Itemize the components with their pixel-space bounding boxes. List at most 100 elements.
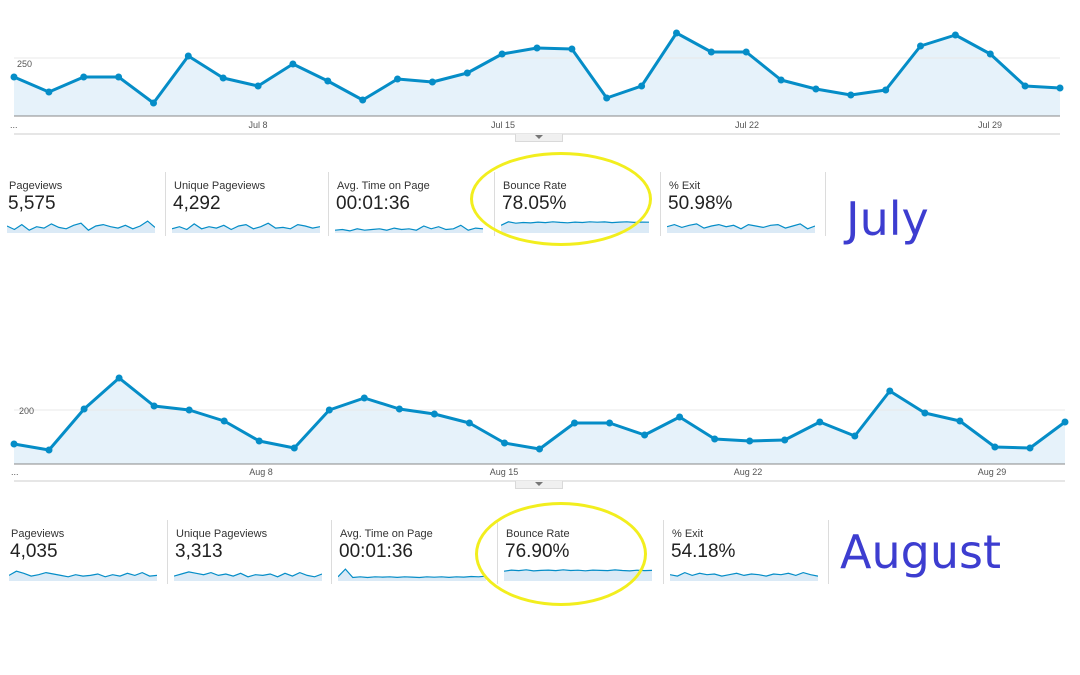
sparkline-area bbox=[667, 223, 815, 233]
data-point[interactable] bbox=[851, 432, 859, 440]
data-point[interactable] bbox=[184, 52, 192, 60]
trend-area bbox=[14, 33, 1060, 116]
data-point[interactable] bbox=[533, 44, 541, 52]
data-point[interactable] bbox=[886, 387, 894, 395]
data-point[interactable] bbox=[1026, 444, 1034, 452]
x-tick-label: Aug 15 bbox=[490, 467, 519, 477]
data-point[interactable] bbox=[498, 50, 506, 58]
data-point[interactable] bbox=[428, 78, 436, 86]
data-point[interactable] bbox=[185, 406, 193, 414]
chart-resize-handle[interactable] bbox=[515, 134, 563, 142]
metric-value: 00:01:36 bbox=[336, 193, 410, 214]
sparkline-area bbox=[338, 569, 486, 581]
data-point[interactable] bbox=[571, 419, 578, 427]
data-point[interactable] bbox=[812, 85, 820, 93]
sparkline bbox=[335, 224, 483, 233]
x-tick-label: Jul 29 bbox=[978, 120, 1002, 130]
data-point[interactable] bbox=[781, 436, 789, 444]
data-point[interactable] bbox=[1061, 418, 1069, 426]
highlight-circle bbox=[470, 152, 652, 246]
data-point[interactable] bbox=[290, 444, 298, 452]
metric-label: Unique Pageviews bbox=[176, 528, 268, 540]
data-point[interactable] bbox=[536, 445, 543, 453]
metric-avg-time-on-page[interactable]: Avg. Time on Page 00:01:36 bbox=[328, 172, 494, 242]
metric-value: 5,575 bbox=[8, 193, 56, 214]
x-tick-label: Aug 29 bbox=[978, 467, 1007, 477]
metric-value: 3,313 bbox=[175, 541, 223, 562]
metric-avg-time-on-page[interactable]: Avg. Time on Page 00:01:36 bbox=[331, 520, 497, 590]
data-point[interactable] bbox=[45, 88, 53, 96]
data-point[interactable] bbox=[1021, 82, 1029, 90]
data-point[interactable] bbox=[45, 446, 53, 454]
metric-divider bbox=[828, 520, 829, 584]
data-point[interactable] bbox=[568, 45, 576, 53]
data-point[interactable] bbox=[673, 29, 680, 37]
data-point[interactable] bbox=[395, 405, 403, 413]
metric-unique-pageviews[interactable]: Unique Pageviews 4,292 bbox=[165, 172, 328, 242]
august-overview-chart: 200 ... Aug 8 Aug 15 Aug 22 Aug 29 bbox=[0, 350, 1080, 482]
data-point[interactable] bbox=[255, 437, 263, 445]
x-tick-label: ... bbox=[11, 467, 19, 477]
data-point[interactable] bbox=[80, 73, 88, 81]
data-point[interactable] bbox=[325, 406, 333, 414]
data-point[interactable] bbox=[711, 435, 719, 443]
chart-resize-handle[interactable] bbox=[515, 481, 563, 489]
metric-exit[interactable]: % Exit 50.98% bbox=[660, 172, 826, 242]
data-point[interactable] bbox=[603, 94, 611, 102]
x-tick-label: Jul 22 bbox=[735, 120, 759, 130]
sparkline-area bbox=[174, 571, 322, 581]
data-point[interactable] bbox=[882, 86, 890, 94]
data-point[interactable] bbox=[951, 31, 959, 39]
data-point[interactable] bbox=[742, 48, 750, 56]
data-point[interactable] bbox=[10, 73, 18, 81]
data-point[interactable] bbox=[465, 419, 473, 427]
data-point[interactable] bbox=[10, 440, 18, 448]
data-point[interactable] bbox=[463, 69, 471, 77]
highlight-circle bbox=[475, 502, 647, 606]
trend-area bbox=[14, 378, 1065, 464]
data-point[interactable] bbox=[394, 75, 401, 83]
data-point[interactable] bbox=[115, 374, 123, 382]
data-point[interactable] bbox=[150, 99, 157, 107]
data-point[interactable] bbox=[638, 82, 646, 90]
sparkline-line bbox=[338, 568, 486, 579]
metric-value: 00:01:36 bbox=[339, 541, 413, 562]
data-point[interactable] bbox=[430, 410, 438, 418]
sparkline bbox=[667, 223, 815, 233]
data-point[interactable] bbox=[676, 413, 684, 421]
data-point[interactable] bbox=[707, 48, 715, 56]
data-point[interactable] bbox=[501, 439, 508, 447]
data-point[interactable] bbox=[746, 437, 754, 445]
metric-pageviews[interactable]: Pageviews 4,035 bbox=[2, 520, 167, 590]
metric-exit[interactable]: % Exit 54.18% bbox=[663, 520, 829, 590]
data-point[interactable] bbox=[921, 409, 929, 417]
data-point[interactable] bbox=[816, 418, 824, 426]
metric-value: 54.18% bbox=[671, 541, 736, 562]
august-line-chart: 200 ... Aug 8 Aug 15 Aug 22 Aug 29 bbox=[10, 374, 1069, 482]
metric-divider bbox=[331, 520, 332, 584]
data-point[interactable] bbox=[641, 431, 649, 439]
data-point[interactable] bbox=[80, 405, 88, 413]
data-point[interactable] bbox=[324, 77, 332, 85]
metric-unique-pageviews[interactable]: Unique Pageviews 3,313 bbox=[167, 520, 331, 590]
data-point[interactable] bbox=[917, 42, 924, 50]
data-point[interactable] bbox=[254, 82, 262, 90]
data-point[interactable] bbox=[986, 50, 994, 58]
data-point[interactable] bbox=[606, 419, 614, 427]
data-point[interactable] bbox=[1056, 84, 1064, 92]
data-point[interactable] bbox=[219, 74, 227, 82]
data-point[interactable] bbox=[956, 417, 964, 425]
metric-pageviews[interactable]: Pageviews 5,575 bbox=[0, 172, 165, 242]
metric-label: Avg. Time on Page bbox=[340, 528, 433, 540]
data-point[interactable] bbox=[777, 76, 785, 84]
data-point[interactable] bbox=[991, 443, 999, 451]
data-point[interactable] bbox=[289, 60, 297, 68]
data-point[interactable] bbox=[847, 91, 855, 99]
data-point[interactable] bbox=[360, 394, 368, 402]
data-point[interactable] bbox=[220, 417, 228, 425]
x-tick-label: Jul 15 bbox=[491, 120, 515, 130]
data-point[interactable] bbox=[150, 402, 158, 410]
data-point[interactable] bbox=[359, 96, 367, 104]
data-point[interactable] bbox=[115, 73, 123, 81]
metric-divider bbox=[825, 172, 826, 236]
